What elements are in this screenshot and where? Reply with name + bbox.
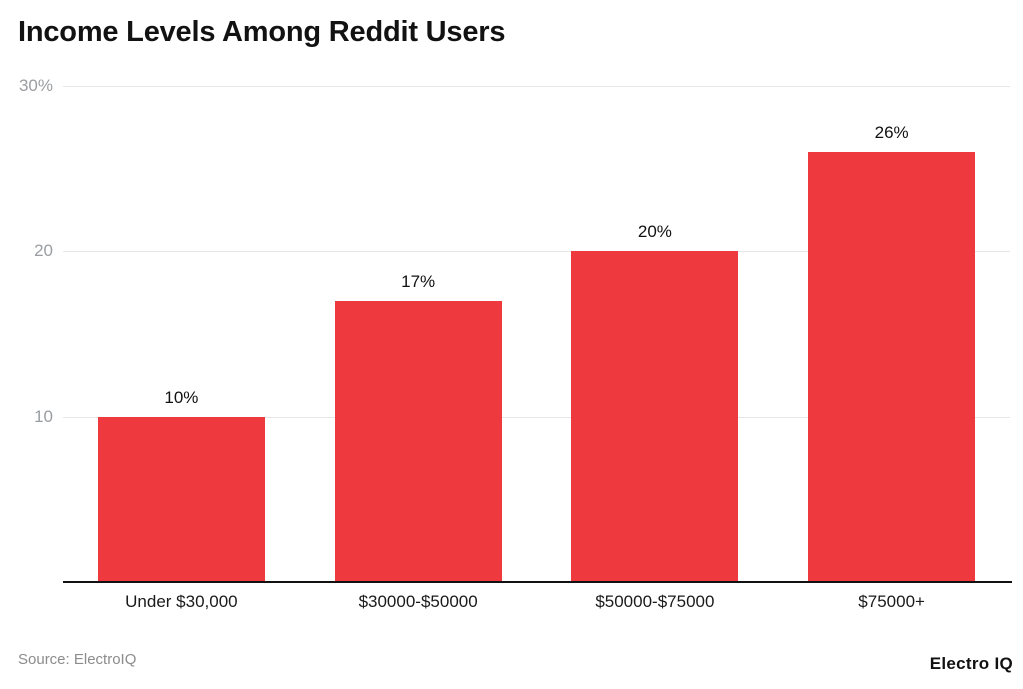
gridline: [63, 416, 1010, 418]
y-tick-label: 10: [34, 406, 53, 426]
bar-$30000-$50000[interactable]: [334, 300, 502, 582]
bar-$75000+[interactable]: [808, 152, 976, 582]
bar-value-label: 10%: [164, 387, 199, 407]
bar-$50000-$75000[interactable]: [571, 251, 739, 582]
y-tick-label: 20: [34, 241, 53, 261]
x-tick-label: $30000-$50000: [358, 592, 478, 611]
bar-value-label: 26%: [874, 123, 909, 143]
bar-value-label: 20%: [637, 222, 672, 242]
bar-Under $30,000[interactable]: [97, 416, 265, 582]
x-tick-label: Under $30,000: [125, 592, 238, 611]
y-tick-label: 30%: [18, 76, 53, 95]
x-tick-label: $75000+: [858, 592, 925, 611]
plot-area: 10% 17% 20% 26%: [63, 86, 1010, 582]
brand-logo: Electro IQ: [929, 654, 1013, 673]
bar-value-label: 17%: [401, 271, 436, 291]
source-note: Source: ElectroIQ: [18, 651, 137, 668]
x-axis-line: [63, 581, 1012, 583]
gridline: [63, 251, 1010, 253]
chart-title: Income Levels Among Reddit Users: [18, 16, 506, 48]
x-tick-label: $50000-$75000: [595, 592, 715, 611]
gridline: [63, 86, 1010, 87]
